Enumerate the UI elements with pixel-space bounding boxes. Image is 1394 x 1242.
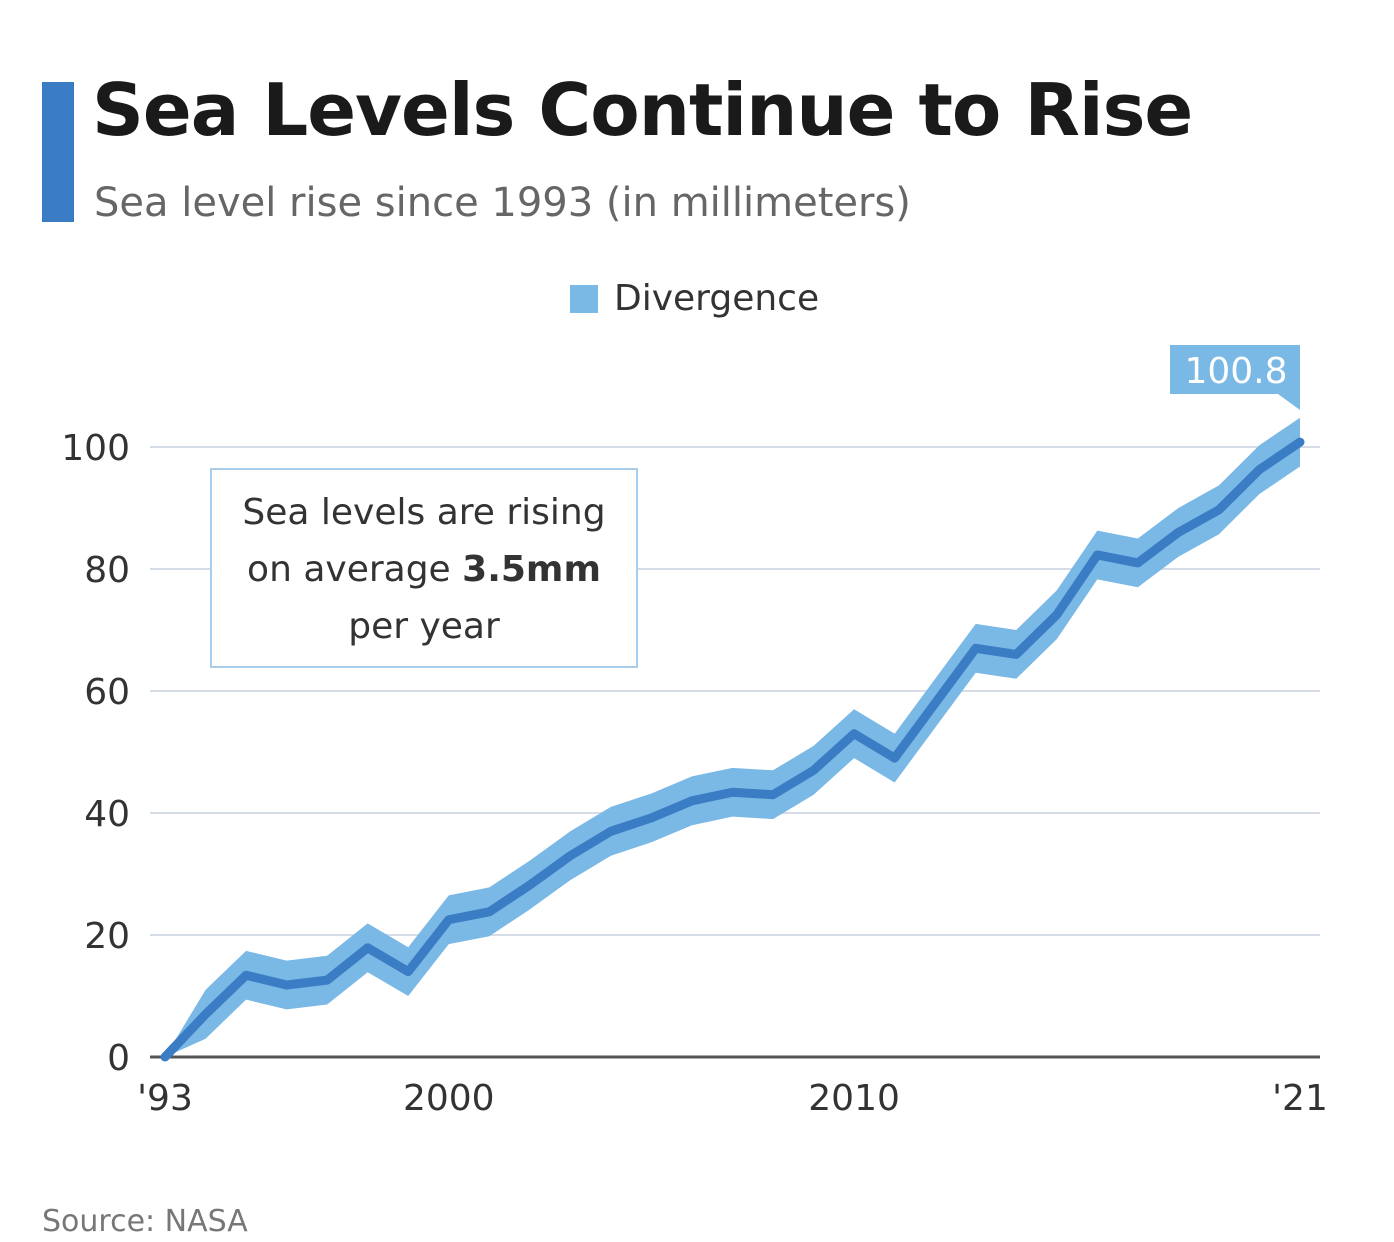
y-tick-label: 20 [84,916,130,957]
end-value-label: 100.8 [1184,351,1287,392]
end-label-box [1170,345,1300,410]
annotation-box: Sea levels are rising on average 3.5mm p… [210,468,638,668]
chart-title: Sea Levels Continue to Rise [92,68,1193,152]
x-tick-label: '21 [1272,1078,1328,1119]
y-tick-label: 80 [84,550,130,591]
source-note: Source: NASA [42,1204,248,1239]
divergence-band [165,417,1300,1058]
chart-subtitle: Sea level rise since 1993 (in millimeter… [94,180,911,226]
y-tick-label: 100 [61,428,130,469]
annotation-line-1: Sea levels are rising [242,492,606,533]
x-tick-label: '93 [137,1078,193,1119]
x-tick-label: 2010 [808,1078,900,1119]
legend-label: Divergence [614,278,820,319]
y-tick-label: 40 [84,794,130,835]
title-accent-bar [42,82,74,222]
annotation-line-2: on average 3.5mm [212,541,636,598]
annotation-text: on average [247,549,463,590]
y-tick-label: 60 [84,672,130,713]
y-tick-label: 0 [107,1038,130,1079]
legend-swatch [570,284,598,313]
legend: Divergence [570,278,819,319]
x-tick-label: 2000 [403,1078,495,1119]
annotation-highlight: 3.5mm [462,549,601,590]
annotation-line-3: per year [348,606,500,647]
